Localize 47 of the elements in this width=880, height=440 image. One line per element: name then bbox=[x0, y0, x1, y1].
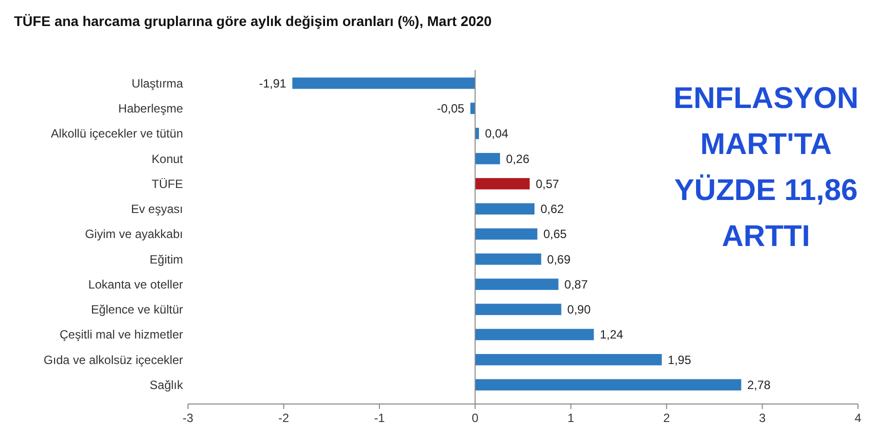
data-label: -0,05 bbox=[437, 102, 465, 116]
data-label: 0,69 bbox=[547, 252, 571, 266]
y-tick-label: Ulaştırma bbox=[132, 76, 184, 90]
y-tick-label: Çeşitli mal ve hizmetler bbox=[60, 328, 183, 342]
data-label: 0,62 bbox=[540, 202, 564, 216]
y-tick-label: Alkollü içecekler ve tütün bbox=[50, 126, 183, 141]
x-tick-label: -2 bbox=[278, 411, 290, 425]
bar bbox=[475, 328, 594, 340]
y-tick-label: Eğlence ve kültür bbox=[90, 302, 183, 317]
x-tick-label: 2 bbox=[663, 411, 670, 425]
y-tick-label: Ev eşyası bbox=[130, 202, 183, 216]
data-label: 0,57 bbox=[536, 176, 560, 191]
x-tick-label: 3 bbox=[758, 411, 766, 425]
y-tick-label: Haberleşme bbox=[118, 102, 184, 116]
bar bbox=[475, 278, 558, 290]
y-tick-label: Giyim ve ayakkabı bbox=[84, 227, 183, 242]
x-tick-label: 4 bbox=[854, 411, 862, 425]
chart-title: TÜFE ana harcama gruplarına göre aylık değişim oranları (%), Mart 2020 bbox=[14, 13, 492, 29]
y-tick-label: Sağlık bbox=[150, 378, 184, 392]
y-tick-label: TÜFE bbox=[152, 176, 183, 191]
bar bbox=[475, 253, 542, 265]
x-tick-label: -1 bbox=[374, 411, 386, 425]
bar bbox=[475, 203, 534, 215]
bar bbox=[475, 178, 530, 190]
bar bbox=[475, 354, 662, 366]
bar bbox=[475, 152, 500, 164]
data-label: 1,24 bbox=[600, 328, 624, 342]
bar bbox=[475, 228, 538, 240]
y-tick-label: Gıda ve alkolsüz içecekler bbox=[44, 352, 183, 367]
data-label: 0,26 bbox=[506, 152, 530, 166]
annotation: ENFLASYON MART'TA YÜZDE 11,86 ARTTI bbox=[673, 82, 859, 253]
y-tick-label: Lokanta ve oteller bbox=[88, 277, 183, 292]
y-tick-label: Eğitim bbox=[150, 252, 183, 266]
data-label: 0,90 bbox=[567, 302, 591, 317]
data-label: 1,95 bbox=[668, 352, 692, 367]
data-label: 0,65 bbox=[543, 227, 568, 242]
bar bbox=[292, 78, 476, 89]
bar bbox=[475, 304, 562, 316]
data-label: -1,91 bbox=[258, 76, 287, 90]
bar bbox=[475, 379, 742, 390]
y-tick-label: Konut bbox=[152, 152, 184, 166]
x-tick-label: 0 bbox=[472, 411, 479, 425]
data-label: 2,78 bbox=[747, 378, 771, 392]
data-label: 0,87 bbox=[564, 277, 588, 292]
x-tick-label: -3 bbox=[182, 411, 194, 425]
x-tick-label: 1 bbox=[568, 411, 575, 425]
data-label: 0,04 bbox=[484, 126, 509, 141]
